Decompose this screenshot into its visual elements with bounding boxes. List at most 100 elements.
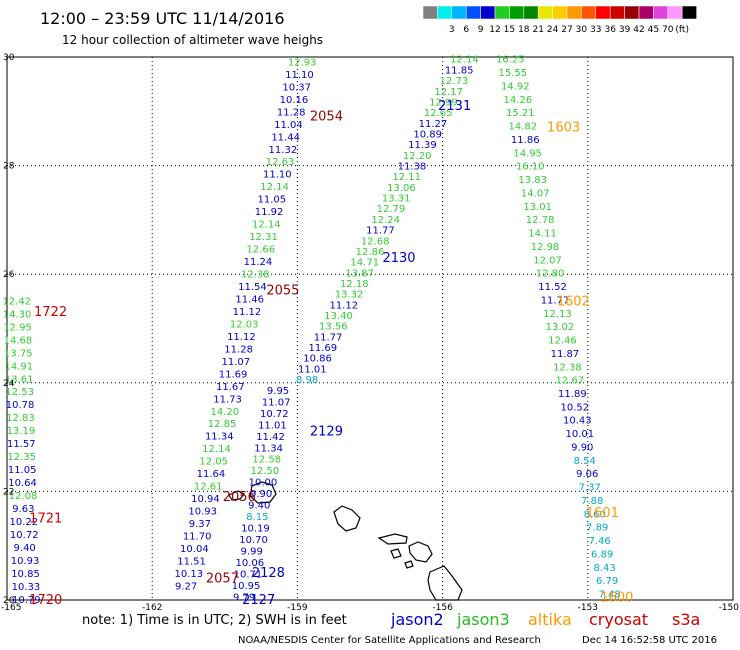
wave-height-value: 10.89	[413, 129, 442, 140]
wave-height-value: 13.61	[5, 374, 34, 385]
wave-height-value: 11.01	[258, 420, 287, 431]
wave-height-value: 11.52	[538, 282, 567, 293]
wave-height-value: 11.38	[398, 162, 427, 173]
wave-height-value: 11.69	[308, 343, 337, 354]
wave-height-value: 11.46	[235, 294, 264, 305]
color-swatch	[653, 5, 669, 20]
pass-time-label: 2054	[310, 110, 343, 125]
chart-subtitle: 12 hour collection of altimeter wave hei…	[62, 33, 323, 47]
wave-height-value: 11.10	[285, 70, 314, 81]
wave-height-value: 12.93	[288, 57, 317, 68]
wave-height-value: 14.30	[3, 309, 32, 320]
color-scale-label: 33	[590, 25, 601, 35]
satellite-legend: jason2 jason3 altika cryosat s3a	[390, 610, 700, 629]
color-swatch	[494, 5, 510, 20]
color-scale-label: 12	[489, 25, 500, 35]
color-scale-label: 9	[478, 25, 484, 35]
wave-height-value: 9.40	[248, 501, 270, 512]
pass-time-label: 2056	[223, 490, 256, 505]
color-scale-label: 21	[532, 25, 543, 35]
wave-height-value: 10.94	[191, 494, 220, 505]
wave-height-value: 12.07	[533, 255, 562, 266]
color-scale-label: 15	[504, 25, 515, 35]
x-tick-label: -165	[1, 603, 21, 613]
wave-height-value: 12.31	[249, 232, 278, 243]
wave-height-value: 16.10	[516, 162, 545, 173]
wave-height-value: 13.06	[387, 183, 416, 194]
color-swatch	[552, 5, 568, 20]
wave-height-value: 14.11	[528, 229, 557, 240]
y-tick-label: 30	[3, 53, 15, 63]
wave-height-value: 11.86	[511, 135, 540, 146]
color-scale-label: (ft)	[675, 25, 689, 35]
wave-height-value: 11.77	[366, 226, 395, 237]
wave-height-value: 9.90	[250, 489, 272, 500]
wave-height-value: 12.83	[6, 413, 35, 424]
color-swatch	[624, 5, 640, 20]
wave-height-value: 12.11	[392, 172, 421, 183]
wave-height-value: 13.40	[324, 311, 353, 322]
wave-height-value: 10.13	[175, 569, 204, 580]
wave-height-value: 10.16	[280, 95, 309, 106]
wave-height-value: 10.93	[11, 556, 40, 567]
y-tick-label: 22	[3, 487, 14, 497]
wave-height-value: 11.24	[244, 257, 273, 268]
wave-height-value: 12.20	[403, 151, 432, 162]
wave-height-value: 12.63	[266, 157, 295, 168]
color-swatch	[509, 5, 525, 20]
x-tick-label: -156	[432, 603, 453, 613]
color-swatch	[581, 5, 597, 20]
wave-height-value: 12.85	[208, 419, 237, 430]
wave-height-value: 14.95	[513, 148, 542, 159]
wave-height-value: 11.07	[222, 357, 251, 368]
credit-text: NOAA/NESDIS Center for Satellite Applica…	[238, 635, 541, 646]
wave-height-value: 14.68	[4, 335, 33, 346]
wave-height-value: 10.06	[235, 558, 264, 569]
wave-height-value: 12.95	[3, 322, 32, 333]
wave-height-value: 12.38	[553, 362, 582, 373]
color-swatch	[465, 5, 481, 20]
color-scale-label: 42	[633, 25, 644, 35]
wave-height-value: 11.73	[213, 394, 242, 405]
wave-height-value: 14.82	[508, 122, 537, 133]
wave-height-value: 12.38	[241, 270, 270, 281]
wave-height-value: 8.43	[593, 563, 615, 574]
wave-height-value: 10.64	[8, 478, 37, 489]
footnote-text: note: 1) Time is in UTC; 2) SWH is in fe…	[82, 613, 347, 628]
wave-height-value: 10.93	[188, 507, 217, 518]
wave-height-value: 16.25	[496, 55, 525, 66]
niihau-island	[228, 490, 245, 501]
wave-height-value: 12.50	[251, 466, 280, 477]
hawaii-coastline	[228, 481, 463, 601]
wave-height-value: 11.54	[238, 282, 267, 293]
wave-height-value: 11.05	[8, 465, 37, 476]
wave-height-value: 12.68	[361, 236, 390, 247]
wave-height-value: 12.18	[340, 279, 369, 290]
wave-height-value: 11.39	[408, 140, 437, 151]
wave-height-value: 11.28	[277, 107, 306, 118]
color-scale-label: 30	[576, 25, 588, 35]
wave-height-value: 11.70	[183, 532, 212, 543]
color-swatch	[609, 5, 625, 20]
wave-height-value: 13.83	[518, 175, 547, 186]
wave-height-value: 11.05	[257, 195, 286, 206]
wave-height-value: 11.92	[255, 207, 284, 218]
wave-height-value: 8.60	[584, 509, 606, 520]
wave-height-value: 11.69	[219, 369, 248, 380]
wave-height-value: 13.75	[4, 348, 33, 359]
wave-height-value: 12.80	[536, 269, 565, 280]
y-tick-label: 24	[3, 379, 15, 389]
color-swatch	[422, 5, 438, 20]
pass-time-label: 2127	[242, 593, 275, 608]
wave-height-value: 8.98	[296, 375, 318, 386]
wave-height-value: 13.31	[382, 194, 411, 205]
wave-height-value: 10.86	[303, 354, 332, 365]
x-tick-label: -153	[578, 603, 598, 613]
wave-height-value: 7.46	[589, 536, 611, 547]
kahoolawe-island	[404, 560, 414, 569]
wave-height-value: 12.14	[252, 220, 281, 231]
wave-height-value: 11.10	[263, 170, 292, 181]
wave-height-value: 12.14	[260, 182, 289, 193]
wave-height-value: 12.67	[556, 376, 585, 387]
x-axis-ticks: -165 -162 -159 -156 -153 -150	[1, 603, 739, 613]
